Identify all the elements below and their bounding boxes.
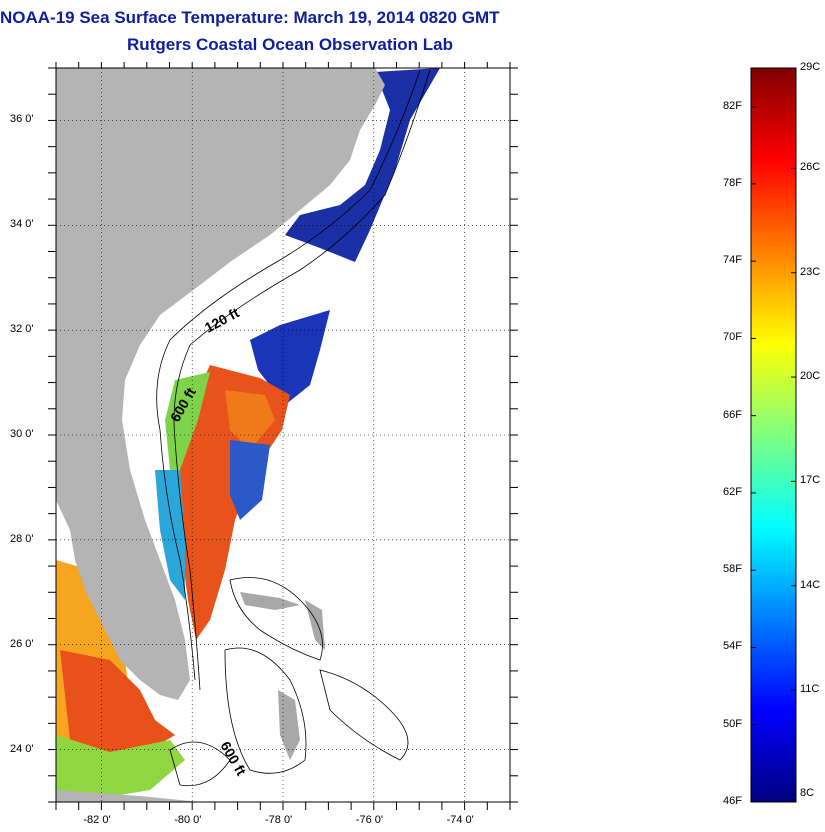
colorbar-c-label: 23C: [800, 265, 821, 278]
sst-shelf-cyan: [155, 470, 185, 600]
sst-cold-water: [285, 68, 440, 262]
land-cuba: [56, 790, 200, 802]
lon-tick-label: -82 0': [83, 814, 111, 826]
colorbar-c-label: 17C: [800, 474, 821, 487]
lat-tick-label: 30 0': [10, 428, 34, 440]
colorbar-c-label: 26C: [800, 161, 821, 174]
land-bahamas-grand: [240, 592, 300, 610]
colorbar-f-label: 46F: [723, 795, 742, 807]
colorbar-f-label: 70F: [723, 331, 742, 344]
colorbar-f-label: 50F: [723, 717, 742, 730]
colorbar-c-label: 29C: [800, 61, 821, 73]
sst-shelf-green: [165, 372, 210, 470]
colorbar-f-label: 78F: [723, 176, 742, 189]
colorbar-f-label: 54F: [723, 640, 742, 653]
lat-tick-label: 36 0': [10, 113, 34, 126]
colorbar-ticks: [751, 67, 796, 803]
colorbar-f-label: 62F: [723, 485, 742, 498]
colorbar-c-label: 14C: [800, 578, 821, 591]
lat-tick-label: 24 0': [10, 742, 34, 755]
lon-tick-label: -74 0': [446, 814, 474, 826]
lat-tick-label: 34 0': [10, 218, 34, 231]
lon-tick-label: -76 0': [355, 814, 383, 826]
land-us-east-coast: [56, 68, 385, 700]
lat-tick-label: 32 0': [10, 323, 34, 336]
land-bahamas-abaco: [305, 600, 325, 650]
sst-cold-water-2: [250, 310, 330, 405]
colorbar-c-label: 11C: [800, 682, 820, 695]
sst-gulf-stream-core: [225, 390, 275, 450]
bathymetry-contours: [156, 69, 431, 787]
sst-keys-green: [56, 735, 185, 800]
lon-tick-label: -80 0': [174, 814, 202, 826]
colorbar-f-label: 82F: [723, 99, 742, 112]
sst-florida-bay: [60, 650, 175, 760]
colorbar-gradient: [750, 67, 797, 803]
colorbar-f-label: 58F: [723, 563, 742, 576]
colorbar-c-label: 20C: [800, 370, 821, 383]
colorbar-f-label: 66F: [723, 408, 742, 421]
map-title: NOAA-19 Sea Surface Temperature: March 1…: [0, 8, 500, 27]
lat-tick-label: 26 0': [10, 637, 34, 650]
sst-mixed-zone: [230, 440, 270, 520]
map-subtitle: Rutgers Coastal Ocean Observation Lab: [127, 35, 453, 54]
land-bahamas-andros: [278, 690, 300, 760]
colorbar-f-label: 74F: [723, 254, 742, 267]
axis-ticks: [48, 62, 518, 810]
lat-tick-label: 28 0': [10, 532, 34, 545]
colorbar-c-label: 8C: [800, 787, 815, 800]
lon-tick-label: -78 0': [265, 814, 293, 826]
